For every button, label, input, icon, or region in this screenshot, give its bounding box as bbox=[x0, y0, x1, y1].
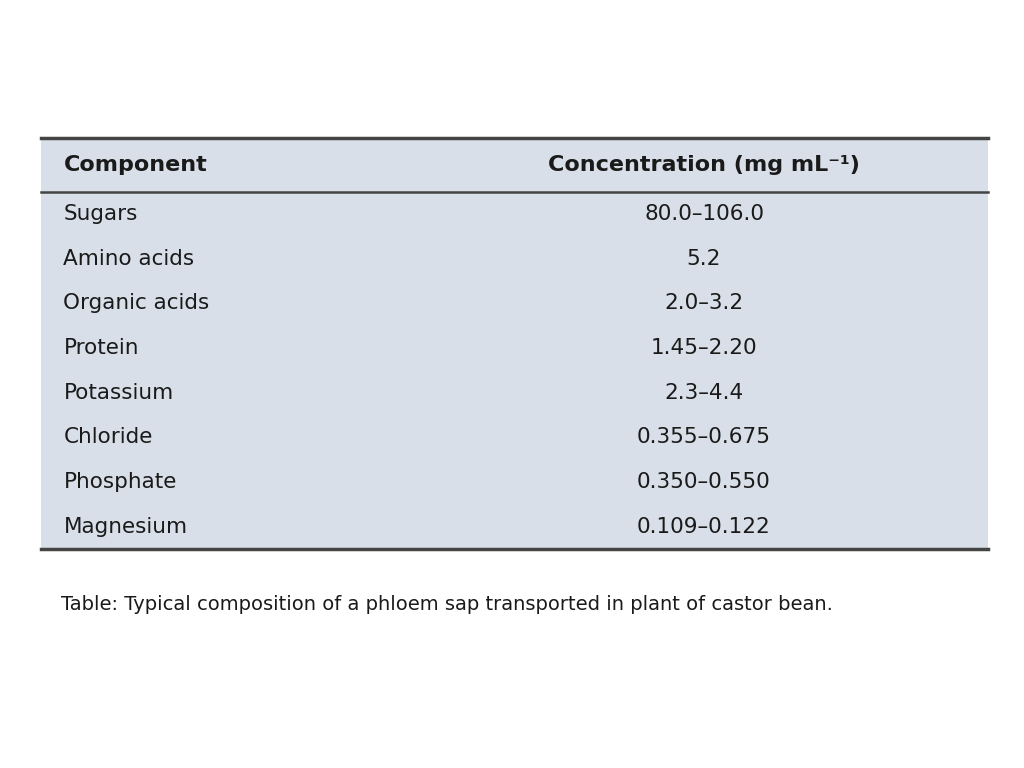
Text: Phosphate: Phosphate bbox=[63, 472, 177, 492]
Text: Table: Typical composition of a phloem sap transported in plant of castor bean.: Table: Typical composition of a phloem s… bbox=[61, 595, 834, 614]
Text: 2.0–3.2: 2.0–3.2 bbox=[665, 293, 743, 313]
Text: Organic acids: Organic acids bbox=[63, 293, 210, 313]
Text: 2.3–4.4: 2.3–4.4 bbox=[665, 382, 743, 402]
Text: Protein: Protein bbox=[63, 338, 139, 358]
Text: 0.355–0.675: 0.355–0.675 bbox=[637, 428, 771, 448]
Text: Concentration (mg mL⁻¹): Concentration (mg mL⁻¹) bbox=[548, 155, 860, 175]
Text: Magnesium: Magnesium bbox=[63, 517, 187, 537]
Text: Potassium: Potassium bbox=[63, 382, 174, 402]
Text: Sugars: Sugars bbox=[63, 204, 138, 224]
Text: Amino acids: Amino acids bbox=[63, 249, 195, 269]
Text: 5.2: 5.2 bbox=[687, 249, 721, 269]
Text: Component: Component bbox=[63, 155, 207, 175]
Text: 0.109–0.122: 0.109–0.122 bbox=[637, 517, 771, 537]
Text: 80.0–106.0: 80.0–106.0 bbox=[644, 204, 764, 224]
Text: 1.45–2.20: 1.45–2.20 bbox=[650, 338, 758, 358]
Text: Chloride: Chloride bbox=[63, 428, 153, 448]
Text: 0.350–0.550: 0.350–0.550 bbox=[637, 472, 771, 492]
